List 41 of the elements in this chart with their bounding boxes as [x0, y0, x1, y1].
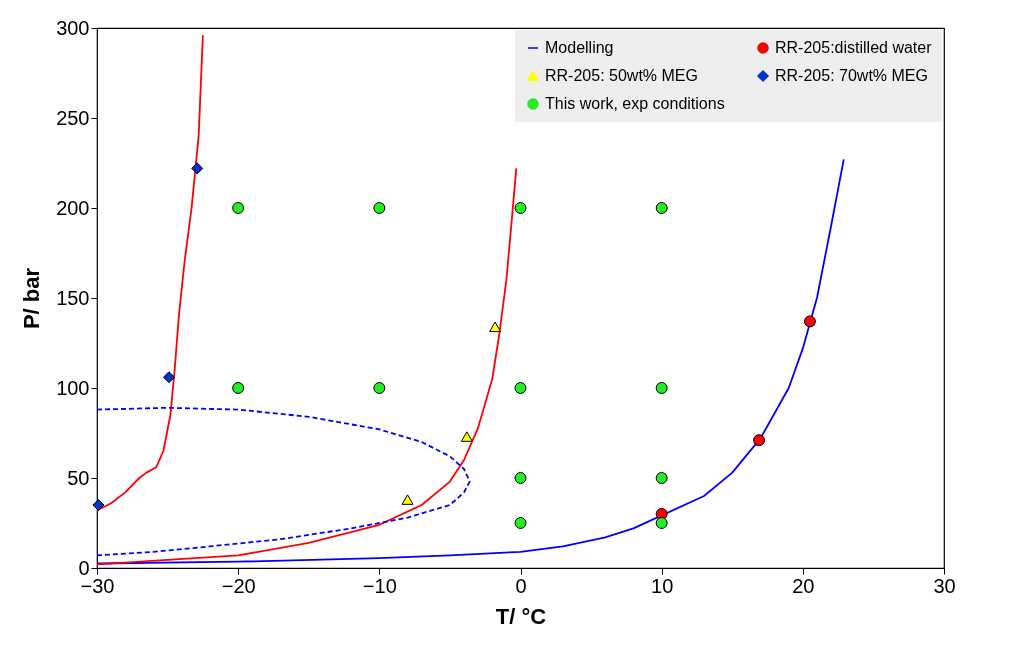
legend-label: Modelling [545, 39, 614, 56]
y-tick-label: 50 [67, 466, 90, 489]
point [753, 434, 766, 447]
point [460, 431, 473, 442]
point [92, 499, 105, 511]
y-tick-label: 100 [56, 376, 90, 399]
x-tick-label: 30 [933, 574, 956, 597]
point [655, 517, 668, 529]
point [489, 321, 502, 333]
point [163, 371, 175, 384]
point [655, 382, 668, 394]
point [514, 202, 527, 214]
y-tick-label: 300 [56, 16, 90, 39]
legend-label: This work, exp conditions [545, 95, 725, 112]
legend-label: RR-205:distilled water [775, 39, 933, 56]
legend-label: RR-205: 50wt% MEG [545, 67, 698, 84]
point [514, 472, 527, 484]
point [232, 382, 245, 394]
point [373, 202, 386, 214]
point [655, 472, 668, 484]
point [514, 382, 527, 394]
x-tick-label: 0 [515, 574, 527, 597]
point [373, 382, 386, 394]
y-tick-label: 200 [56, 196, 90, 219]
line-series [97, 167, 518, 566]
point [514, 517, 527, 529]
y-tick-label: 250 [56, 106, 90, 129]
point [655, 202, 668, 214]
x-tick-label: −10 [362, 574, 397, 597]
point [232, 202, 245, 214]
x-tick-label: −20 [221, 574, 256, 597]
legend-label: RR-205: 70wt% MEG [775, 67, 928, 84]
y-tick-label: 150 [56, 286, 90, 309]
x-axis-title: T/ °C [495, 603, 547, 629]
x-tick-label: 20 [792, 574, 815, 597]
y-axis-title: P/ bar [19, 267, 45, 330]
point [803, 315, 816, 328]
point [401, 494, 414, 505]
line-series [97, 406, 471, 557]
x-tick-label: 10 [651, 574, 674, 597]
point [191, 162, 204, 175]
